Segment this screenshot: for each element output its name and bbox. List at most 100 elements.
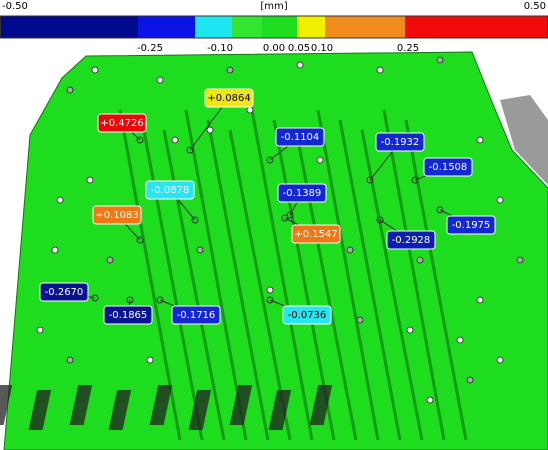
colorbar-segment bbox=[138, 16, 195, 38]
rib bbox=[404, 119, 468, 441]
probe bbox=[376, 216, 384, 224]
rib bbox=[360, 129, 424, 441]
colorbar-min: -0.50 bbox=[2, 1, 28, 12]
callout-box bbox=[92, 205, 142, 225]
rib-end bbox=[149, 385, 173, 425]
callout-box bbox=[446, 215, 496, 235]
color-bar: -0.25 -0.10 0.00 0.05 0.10 0.25 bbox=[0, 15, 548, 54]
rib-end bbox=[108, 390, 132, 430]
hole bbox=[146, 356, 154, 364]
probe bbox=[266, 156, 274, 164]
callout-box bbox=[103, 305, 153, 325]
colorbar-tick: 0.25 bbox=[397, 43, 419, 54]
colorbar-tick: 0.10 bbox=[311, 43, 333, 54]
callout-box bbox=[291, 224, 341, 244]
hole bbox=[156, 76, 164, 84]
hole bbox=[436, 56, 444, 64]
hole bbox=[376, 66, 384, 74]
hole bbox=[171, 136, 179, 144]
callout-text: -0.1932 bbox=[381, 137, 420, 148]
hole bbox=[356, 316, 364, 324]
colorbar-segment bbox=[405, 16, 548, 38]
ribs bbox=[0, 109, 468, 441]
hole bbox=[51, 246, 59, 254]
hole bbox=[346, 246, 354, 254]
hole bbox=[426, 396, 434, 404]
probe bbox=[186, 146, 194, 154]
rib bbox=[140, 119, 204, 441]
hole bbox=[66, 86, 74, 94]
colorbar-max: 0.50 bbox=[524, 1, 546, 12]
probe bbox=[286, 211, 294, 219]
colorbar-segment bbox=[0, 16, 138, 38]
callout-box bbox=[145, 180, 195, 200]
callout-text: -0.0878 bbox=[151, 185, 190, 196]
callout-text: -0.2670 bbox=[45, 287, 84, 298]
callout-text: +0.0864 bbox=[207, 93, 250, 104]
rib-end bbox=[0, 385, 13, 425]
hole bbox=[66, 356, 74, 364]
hole bbox=[226, 66, 234, 74]
colorbar-tick: 0.05 bbox=[288, 43, 310, 54]
colorbar-unit: [mm] bbox=[260, 1, 287, 12]
probe bbox=[411, 176, 419, 184]
callout-text: -0.2928 bbox=[392, 235, 431, 246]
hole bbox=[106, 256, 114, 264]
callout-box bbox=[282, 305, 332, 325]
colorbar-tick: -0.25 bbox=[137, 43, 163, 54]
hole bbox=[296, 61, 304, 69]
rib bbox=[316, 109, 380, 441]
probe bbox=[136, 236, 144, 244]
probe bbox=[191, 216, 199, 224]
colorbar-segment bbox=[297, 16, 325, 38]
rib bbox=[206, 119, 270, 441]
probe bbox=[136, 136, 144, 144]
hole bbox=[516, 256, 524, 264]
hole bbox=[266, 286, 274, 294]
callout-text: -0.1716 bbox=[177, 310, 216, 321]
probe bbox=[281, 214, 289, 222]
callout-text: +0.4726 bbox=[100, 118, 143, 129]
callout-box bbox=[275, 127, 325, 147]
probe bbox=[366, 176, 374, 184]
callout-text: -0.1508 bbox=[429, 162, 468, 173]
rib bbox=[294, 129, 358, 441]
rib bbox=[228, 129, 292, 441]
rib-end bbox=[188, 390, 212, 430]
hole bbox=[406, 326, 414, 334]
hole bbox=[316, 156, 324, 164]
hole bbox=[476, 296, 484, 304]
callout-text: -0.1104 bbox=[281, 132, 320, 143]
hole bbox=[466, 376, 474, 384]
colorbar-tick: 0.00 bbox=[263, 43, 285, 54]
colorbar-segment bbox=[262, 16, 297, 38]
callout-box bbox=[171, 305, 221, 325]
rib bbox=[338, 119, 402, 441]
rib-end bbox=[268, 390, 292, 430]
holes bbox=[36, 56, 524, 404]
rib-end bbox=[28, 390, 52, 430]
callout-box bbox=[386, 230, 436, 250]
callouts: +0.4726 +0.0864 -0.1104 -0.1932 -0.1508 -0.08… bbox=[39, 88, 496, 325]
callout-box bbox=[204, 88, 254, 108]
probe bbox=[436, 206, 444, 214]
callout-box bbox=[375, 132, 425, 152]
hole bbox=[36, 326, 44, 334]
callout-text: -0.0736 bbox=[288, 310, 327, 321]
hole bbox=[496, 196, 504, 204]
hole bbox=[246, 106, 254, 114]
hole bbox=[496, 356, 504, 364]
rib-end bbox=[229, 385, 253, 425]
rib bbox=[382, 109, 446, 441]
hole bbox=[56, 196, 64, 204]
callout-text: -0.1389 bbox=[283, 188, 322, 199]
hole bbox=[476, 136, 484, 144]
hole bbox=[456, 336, 464, 344]
probe bbox=[126, 296, 134, 304]
callout-text: -0.1865 bbox=[109, 310, 148, 321]
colorbar-segment bbox=[232, 16, 262, 38]
callout-box bbox=[97, 113, 147, 133]
hole bbox=[86, 176, 94, 184]
callout-box bbox=[277, 183, 327, 203]
probe bbox=[156, 296, 164, 304]
